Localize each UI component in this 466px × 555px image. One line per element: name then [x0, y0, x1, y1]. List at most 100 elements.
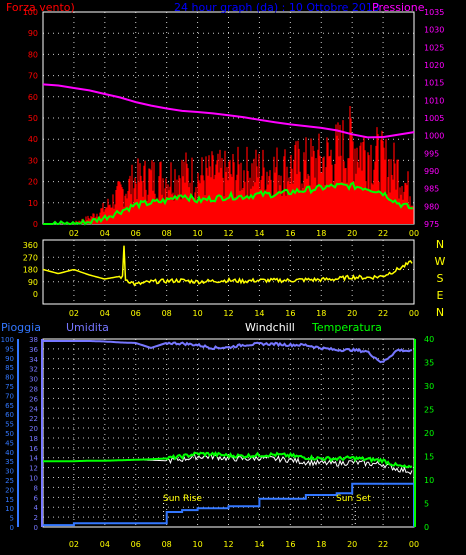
wind-avg-series: [43, 181, 413, 226]
humidity-tick-label: 20: [29, 425, 38, 433]
pressure-tick-label: 1020: [424, 61, 444, 70]
x-tick-label: 02: [69, 540, 79, 549]
x-tick-label: 10: [192, 540, 202, 549]
compass-label: E: [437, 289, 444, 302]
temperature-tick-label: 30: [424, 382, 434, 391]
x-tick-label: 02: [69, 309, 79, 318]
x-tick-label: 22: [378, 229, 388, 238]
x-tick-label: 08: [162, 540, 172, 549]
compass-label: N: [436, 306, 444, 319]
rain-tick-label: 80: [5, 374, 14, 382]
x-tick-label: 04: [100, 309, 110, 318]
rain-tick-label: 95: [5, 345, 14, 353]
humidity-tick-label: 38: [29, 336, 38, 344]
rain-tick-label: 55: [5, 421, 14, 429]
compass-label: W: [435, 255, 446, 268]
rain-tick-label: 40: [5, 449, 14, 457]
x-tick-label: 04: [100, 229, 110, 238]
humidity-tick-label: 8: [34, 484, 38, 492]
x-tick-label: 06: [131, 229, 141, 238]
pressure-tick-label: 975: [424, 220, 439, 229]
x-tick-label: 16: [285, 540, 295, 549]
rain-tick-label: 60: [5, 411, 14, 419]
panel1-x-ticks: 02 04 06 08 10 12 14 16 18 20 22 00: [69, 229, 419, 238]
rain-tick-label: 5: [10, 515, 14, 523]
humidity-tick-label: 16: [29, 445, 38, 453]
humidity-tick-label: 12: [29, 465, 38, 473]
pressure-tick-label: 1035: [424, 8, 444, 17]
panel1-left-ticks: 0 10 20 30 40 50 60 70 80 90 100: [23, 8, 38, 229]
temperature-tick-label: 20: [424, 429, 434, 438]
rain-tick-label: 35: [5, 458, 14, 466]
panel3-series: [43, 340, 415, 527]
humidity-tick-label: 32: [29, 366, 38, 374]
panel1-series: [42, 83, 415, 226]
x-tick-label: 04: [100, 540, 110, 549]
x-tick-label: 16: [285, 229, 295, 238]
x-tick-label: 08: [162, 309, 172, 318]
x-tick-label: 06: [131, 540, 141, 549]
wind-tick-label: 10: [28, 199, 38, 208]
humidity-tick-label: 10: [29, 475, 38, 483]
x-tick-label: 18: [316, 540, 326, 549]
pressure-tick-label: 1015: [424, 79, 444, 88]
humidity-series: [43, 340, 413, 364]
panel3-x-ticks: 02 04 06 08 10 12 14 16 18 20 22 00: [69, 540, 419, 549]
x-tick-label: 10: [192, 229, 202, 238]
x-tick-label: 18: [316, 309, 326, 318]
temperature-tick-label: 10: [424, 476, 434, 485]
x-tick-label: 00: [409, 309, 419, 318]
rain-series: [43, 482, 415, 527]
x-tick-label: 12: [223, 540, 233, 549]
x-tick-label: 16: [285, 309, 295, 318]
humidity-tick-label: 26: [29, 395, 38, 403]
panel2-grid: [43, 240, 414, 304]
compass-label: S: [437, 272, 444, 285]
rain-tick-label: 20: [5, 486, 14, 494]
temperature-tick-label: 35: [424, 359, 434, 368]
wind-tick-label: 100: [23, 8, 38, 17]
windchill-legend: Windchill: [245, 321, 295, 334]
pressure-tick-label: 995: [424, 149, 439, 158]
rain-tick-label: 15: [5, 496, 14, 504]
x-tick-label: 12: [223, 229, 233, 238]
wind-tick-label: 70: [28, 72, 38, 81]
temperature-tick-label: 0: [424, 523, 429, 532]
wind-tick-label: 30: [28, 156, 38, 165]
humidity-tick-label: 28: [29, 385, 38, 393]
compass-label: N: [436, 238, 444, 251]
pressure-tick-label: 990: [424, 167, 439, 176]
x-tick-label: 06: [131, 309, 141, 318]
pressure-tick-label: 1030: [424, 26, 444, 35]
x-tick-label: 08: [162, 229, 172, 238]
temperature-tick-label: 5: [424, 500, 429, 509]
humidity-temp-rain-panel: 0510152025303540455055606570758085909510…: [1, 321, 435, 549]
pressure-axis-title: Pressione: [372, 1, 425, 14]
humidity-tick-label: 24: [29, 405, 38, 413]
temperature-tick-label: 25: [424, 406, 434, 415]
rain-tick-label: 25: [5, 477, 14, 485]
humidity-tick-label: 36: [29, 346, 38, 354]
humidity-tick-label: 34: [29, 356, 38, 364]
humidity-tick-label: 18: [29, 435, 38, 443]
wind-axis-title: Forza vento): [6, 1, 75, 14]
pressure-tick-label: 1005: [424, 114, 444, 123]
x-tick-label: 20: [347, 309, 357, 318]
rain-tick-label: 10: [5, 505, 14, 513]
direction-tick-label: 0: [33, 290, 38, 299]
rain-tick-label: 65: [5, 402, 14, 410]
direction-tick-label: 90: [28, 278, 38, 287]
x-tick-label: 02: [69, 229, 79, 238]
rain-tick-label: 75: [5, 383, 14, 391]
rain-tick-label: 45: [5, 439, 14, 447]
x-tick-label: 14: [254, 540, 264, 549]
pressure-tick-label: 980: [424, 202, 439, 211]
humidity-tick-label: 4: [34, 504, 39, 512]
wind-tick-label: 0: [33, 220, 38, 229]
rain-tick-label: 0: [10, 524, 14, 532]
sunset-label: Sun Set: [336, 494, 371, 504]
